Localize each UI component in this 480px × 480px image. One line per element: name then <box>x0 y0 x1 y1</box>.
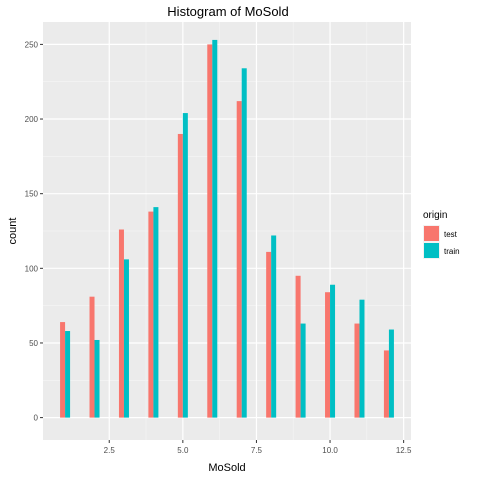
bar-test-3 <box>118 229 124 418</box>
bar-test-6 <box>207 44 213 418</box>
legend-title: origin <box>423 210 447 221</box>
bar-train-11 <box>359 299 365 418</box>
y-tick-label: 200 <box>25 115 39 124</box>
bar-test-10 <box>325 292 331 418</box>
chart-title: Histogram of MoSold <box>167 4 288 19</box>
bar-test-8 <box>266 251 272 418</box>
bar-train-2 <box>94 339 100 418</box>
bar-test-2 <box>89 296 95 418</box>
x-tick-label: 2.5 <box>104 446 116 455</box>
y-axis-title: count <box>7 218 19 245</box>
x-tick-label: 5.0 <box>177 446 189 455</box>
bar-test-11 <box>354 323 360 418</box>
y-tick-label: 50 <box>29 339 38 348</box>
legend-label-test: test <box>444 230 458 239</box>
bar-train-10 <box>330 284 336 418</box>
bar-train-6 <box>212 39 218 418</box>
x-tick-label: 7.5 <box>251 446 263 455</box>
y-tick-label: 100 <box>25 264 39 273</box>
bar-train-12 <box>388 329 394 418</box>
bar-train-1 <box>65 331 71 418</box>
bar-train-7 <box>241 68 247 418</box>
x-tick-label: 12.5 <box>396 446 412 455</box>
legend-label-train: train <box>444 247 460 256</box>
bar-test-4 <box>148 211 154 418</box>
bar-train-8 <box>271 235 277 418</box>
x-tick-label: 10.0 <box>322 446 338 455</box>
y-tick-label: 150 <box>25 190 39 199</box>
y-tick-label: 250 <box>25 40 39 49</box>
bar-test-9 <box>295 275 301 418</box>
bar-train-9 <box>300 323 306 418</box>
bar-test-12 <box>383 350 389 418</box>
bar-train-3 <box>123 259 129 418</box>
bars <box>60 39 394 418</box>
bar-train-5 <box>182 113 188 418</box>
legend-swatch-test <box>424 226 439 241</box>
x-axis: 2.5 5.0 7.5 10.0 12.5 <box>104 440 412 455</box>
bar-test-7 <box>236 101 242 418</box>
x-axis-title: MoSold <box>208 462 245 474</box>
bar-train-4 <box>153 207 159 418</box>
bar-test-5 <box>177 133 183 418</box>
bar-test-1 <box>60 322 66 418</box>
legend-swatch-train <box>424 243 439 258</box>
y-axis: 0 50 100 150 200 250 <box>25 40 43 423</box>
y-tick-label: 0 <box>34 414 39 423</box>
legend: origin test train <box>423 210 460 259</box>
